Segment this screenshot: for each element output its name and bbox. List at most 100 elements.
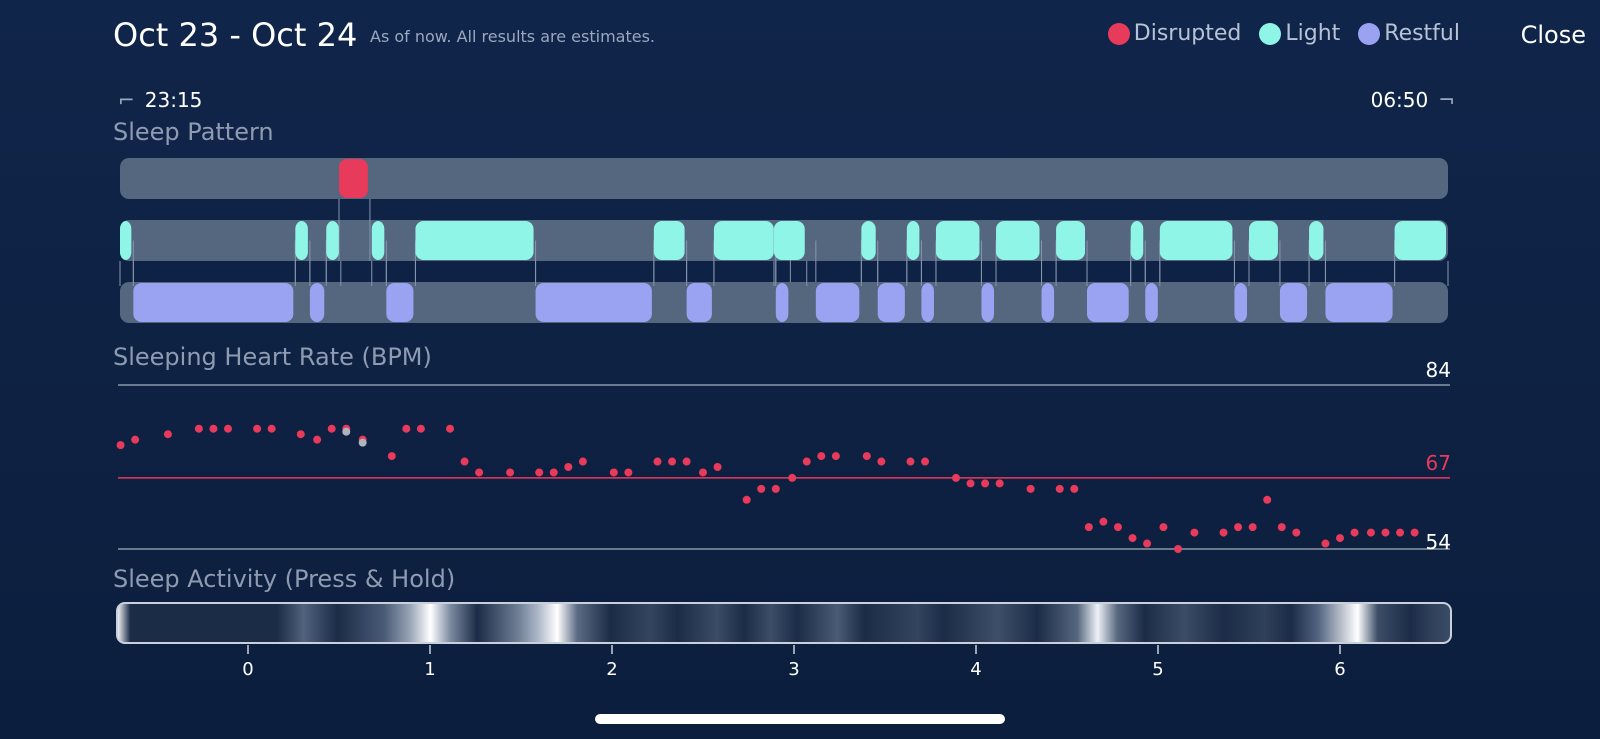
hr-point <box>194 424 203 433</box>
hr-point <box>1381 528 1390 537</box>
hr-point <box>1234 523 1243 532</box>
x-tick-label: 1 <box>424 659 435 680</box>
light-segment[interactable] <box>1309 221 1324 260</box>
light-segment[interactable] <box>861 221 876 260</box>
hr-point <box>981 479 990 488</box>
hr-anomaly-point <box>358 438 367 447</box>
light-segment[interactable] <box>1159 221 1233 260</box>
restful-segment[interactable] <box>386 283 414 322</box>
hr-point <box>460 457 469 466</box>
hr-point <box>313 435 322 444</box>
restful-segment[interactable] <box>981 283 995 322</box>
hr-point <box>921 457 930 466</box>
restful-segment[interactable] <box>133 283 294 322</box>
light-segment[interactable] <box>371 221 385 260</box>
end-time: 06:50 ¬ <box>1371 88 1455 112</box>
hr-avg-label: 67 <box>1426 451 1451 475</box>
restful-segment[interactable] <box>877 283 905 322</box>
hr-point <box>163 430 172 439</box>
bracket-start-icon: ⌐ <box>118 88 135 112</box>
hr-point <box>995 479 1004 488</box>
hr-point <box>742 495 751 504</box>
restful-segment[interactable] <box>686 283 712 322</box>
light-segment[interactable] <box>773 221 805 260</box>
hr-point <box>1410 528 1419 537</box>
light-segment[interactable] <box>415 221 534 260</box>
light-segment[interactable] <box>326 221 339 260</box>
legend-label: Disrupted <box>1133 21 1242 46</box>
hr-point <box>506 468 515 477</box>
hr-point <box>1292 528 1301 537</box>
hr-max-label: 84 <box>1426 358 1451 382</box>
hr-point <box>131 435 140 444</box>
restful-segment[interactable] <box>1234 283 1247 322</box>
home-indicator[interactable] <box>595 714 1005 724</box>
light-segment[interactable] <box>120 221 132 260</box>
restful-segment[interactable] <box>309 283 325 322</box>
hr-point <box>668 457 677 466</box>
hr-point <box>402 424 411 433</box>
hr-point <box>1219 528 1228 537</box>
hr-point <box>1321 539 1330 548</box>
close-button[interactable]: Close <box>1520 21 1586 49</box>
hr-point <box>549 468 558 477</box>
restful-segment[interactable] <box>921 283 934 322</box>
light-dot-icon <box>1259 22 1282 45</box>
restful-segment[interactable] <box>1087 283 1129 322</box>
hr-point <box>682 457 691 466</box>
hr-point <box>475 468 484 477</box>
hr-point <box>817 452 826 461</box>
legend: Disrupted Light Restful <box>1107 21 1460 46</box>
x-tick-label: 0 <box>242 659 253 680</box>
hr-point <box>713 463 722 471</box>
hr-point <box>564 463 573 471</box>
hr-point <box>966 479 975 488</box>
hr-point <box>267 424 276 433</box>
hr-point <box>1248 523 1257 532</box>
hr-point <box>771 484 780 493</box>
sleep-pattern-title: Sleep Pattern <box>113 118 274 146</box>
restful-segment[interactable] <box>1279 283 1308 322</box>
legend-label: Restful <box>1384 21 1460 46</box>
hr-point <box>1159 523 1168 532</box>
hr-point <box>1277 523 1286 532</box>
legend-light: Light <box>1259 21 1340 46</box>
bracket-end-icon: ¬ <box>1438 88 1455 112</box>
x-tick-label: 2 <box>606 659 617 680</box>
disrupted-segment[interactable] <box>339 159 368 198</box>
hr-point <box>116 441 125 450</box>
restful-segment[interactable] <box>815 283 860 322</box>
hr-point <box>788 473 797 482</box>
hr-point <box>416 424 425 433</box>
sleep-activity-band[interactable] <box>116 602 1452 644</box>
end-time-label: 06:50 <box>1370 88 1429 112</box>
light-segment[interactable] <box>653 221 685 260</box>
light-segment[interactable] <box>935 221 980 260</box>
restful-segment[interactable] <box>775 283 789 322</box>
restful-segment[interactable] <box>1041 283 1055 322</box>
light-segment[interactable] <box>1130 221 1144 260</box>
hr-point <box>327 424 336 433</box>
light-segment[interactable] <box>996 221 1040 260</box>
restful-segment[interactable] <box>535 283 652 322</box>
estimate-note: As of now. All results are estimates. <box>370 27 655 46</box>
light-segment[interactable] <box>713 221 774 260</box>
x-tick-label: 6 <box>1334 659 1345 680</box>
hr-point <box>535 468 544 477</box>
restful-segment[interactable] <box>1325 283 1393 322</box>
hr-point <box>653 457 662 466</box>
light-segment[interactable] <box>1249 221 1278 260</box>
light-segment[interactable] <box>1056 221 1086 260</box>
hr-point <box>1263 495 1272 504</box>
light-segment[interactable] <box>1394 221 1446 260</box>
restful-segment[interactable] <box>1145 283 1158 322</box>
light-segment[interactable] <box>906 221 920 260</box>
hr-point <box>1143 539 1152 548</box>
hr-point <box>1055 484 1064 493</box>
hr-point <box>1350 528 1359 537</box>
restful-dot-icon <box>1358 22 1381 45</box>
legend-disrupted: Disrupted <box>1107 21 1242 46</box>
hr-point <box>1128 534 1137 543</box>
light-segment[interactable] <box>295 221 308 260</box>
